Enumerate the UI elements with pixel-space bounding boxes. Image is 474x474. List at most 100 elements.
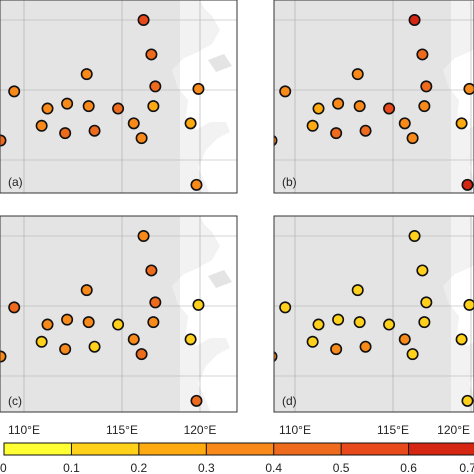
panel-label: (c): [8, 394, 22, 408]
map-panel: (a): [0, 0, 238, 194]
station-marker: [137, 14, 150, 26]
station-marker: [420, 296, 433, 309]
station-marker: [416, 48, 429, 61]
colorbar-tick-label: 0.5: [333, 461, 350, 474]
station-marker: [463, 298, 474, 311]
station-marker: [8, 301, 21, 314]
station-marker: [332, 313, 345, 326]
sea-area: [172, 216, 237, 412]
station-marker: [59, 127, 72, 140]
station-marker: [455, 333, 468, 346]
station-marker: [312, 102, 325, 115]
map-panel: (c): [0, 215, 238, 413]
panel-label: (b): [282, 175, 297, 189]
station-marker: [383, 102, 396, 115]
station-marker: [398, 117, 411, 130]
station-marker: [149, 296, 162, 309]
map-panel: (d): [273, 215, 474, 413]
station-marker: [184, 333, 197, 346]
station-marker: [145, 264, 158, 277]
station-marker: [359, 124, 372, 137]
lon-tick-label: 115°E: [106, 423, 138, 437]
station-marker: [330, 127, 343, 140]
station-marker: [190, 394, 203, 407]
station-marker: [192, 298, 205, 311]
colorbar-tick-label: 0.6: [400, 461, 417, 474]
station-marker: [408, 14, 421, 26]
colorbar-tick-label: 0.7: [459, 461, 474, 474]
land-area: [0, 0, 180, 193]
station-marker: [127, 333, 140, 346]
sea-area: [443, 216, 474, 394]
station-marker: [279, 85, 292, 98]
panel-label: (d): [282, 394, 297, 408]
station-marker: [398, 333, 411, 346]
colorbar-tick-label: 0.3: [198, 461, 215, 474]
station-marker: [351, 68, 364, 81]
colorbar-segment: [341, 443, 409, 455]
colorbar-tick-label: 0.4: [265, 461, 282, 474]
station-marker: [35, 119, 48, 132]
map-background: [274, 216, 474, 412]
station-marker: [312, 318, 325, 331]
lon-tick-label: 120°E: [437, 423, 470, 437]
colorbar-segment: [273, 443, 342, 455]
station-marker: [461, 394, 474, 407]
station-marker: [0, 350, 7, 363]
station-marker: [41, 318, 54, 331]
station-marker: [274, 351, 278, 362]
sea-area: [443, 0, 474, 178]
station-marker: [306, 119, 319, 132]
colorbar-tick-label: 0: [0, 461, 7, 474]
station-marker: [359, 340, 372, 353]
station-marker: [127, 117, 140, 130]
station-marker: [145, 48, 158, 61]
station-marker: [35, 335, 48, 348]
station-marker: [461, 178, 474, 191]
station-marker: [416, 264, 429, 277]
colorbar: 0 0.1 0.2 0.3 0.4 0.5 0.6 0.7: [0, 442, 474, 474]
lon-tick-label: 110°E: [8, 423, 40, 437]
panel-frame: [0, 215, 238, 413]
panel-frame: [0, 0, 238, 194]
sea-area: [172, 0, 237, 193]
station-marker: [353, 316, 366, 329]
colorbar-tick-label: 0.2: [131, 461, 148, 474]
station-marker: [408, 230, 421, 243]
station-marker: [184, 117, 197, 130]
station-marker: [406, 132, 419, 145]
map-panels: (a) (b) (c) (d): [0, 0, 474, 413]
panel-frame: [273, 215, 474, 413]
colorbar-segment: [4, 443, 72, 455]
panel-label: (a): [8, 175, 23, 189]
station-marker: [332, 97, 345, 110]
station-marker: [88, 124, 101, 137]
station-marker: [420, 80, 433, 93]
station-marker: [279, 301, 292, 314]
station-marker: [351, 284, 364, 297]
station-marker: [463, 82, 474, 95]
colorbar-tick-label: 0.1: [63, 461, 80, 474]
station-marker: [147, 316, 160, 329]
peninsula: [208, 270, 232, 288]
station-marker: [137, 230, 150, 243]
station-marker: [418, 100, 431, 113]
station-marker: [135, 132, 148, 145]
station-marker: [88, 340, 101, 353]
station-marker: [192, 82, 205, 95]
station-marker: [82, 100, 95, 113]
station-marker: [80, 68, 93, 81]
station-marker: [8, 85, 21, 98]
station-marker: [330, 343, 343, 356]
longitude-tick-labels: 110°E 115°E 120°E 110°E 115°E 120°E: [8, 423, 470, 437]
land-area: [0, 216, 180, 412]
station-marker: [112, 102, 125, 115]
colorbar-segment: [206, 443, 274, 455]
lon-tick-label: 115°E: [377, 423, 409, 437]
lon-tick-label: 110°E: [279, 423, 311, 437]
station-marker: [455, 117, 468, 130]
panel-frame: [273, 0, 474, 194]
station-marker: [190, 178, 203, 191]
station-marker: [0, 134, 7, 147]
